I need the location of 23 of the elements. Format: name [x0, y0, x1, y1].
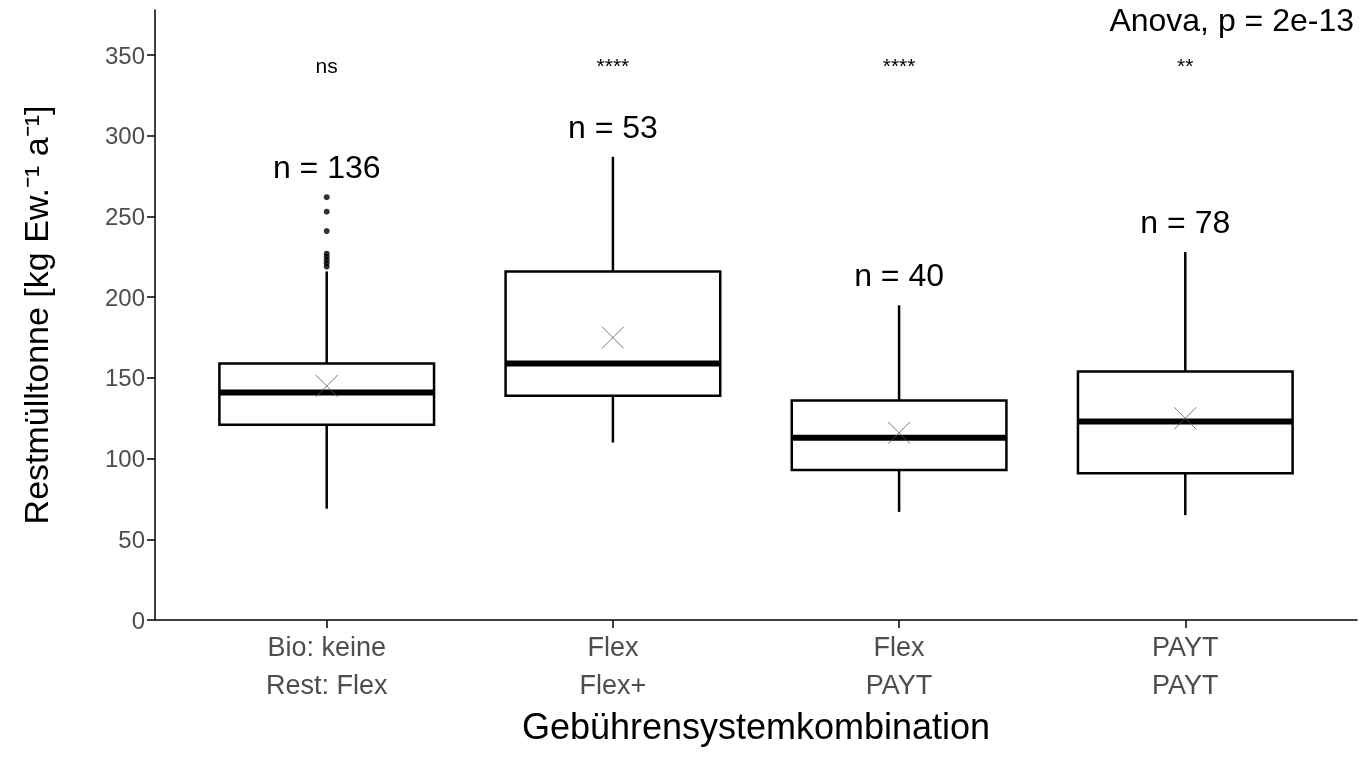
annotation: n = 136: [272, 149, 381, 186]
annotation: **: [1177, 53, 1194, 77]
y-tick-label: 300: [104, 122, 145, 150]
y-tick-label: 150: [104, 364, 145, 392]
annotation: ns: [315, 53, 338, 77]
x-tick-label: Flex PAYT: [865, 632, 933, 700]
annotation: n = 53: [567, 108, 658, 145]
annotation: Anova, p = 2e-13: [1109, 2, 1354, 38]
annotation: ****: [596, 53, 630, 77]
y-tick-label: 350: [104, 41, 145, 69]
x-axis-title: Gebührensystemkombination: [521, 706, 991, 748]
x-tick-label: Flex Flex+: [579, 632, 647, 700]
x-tick-label: Bio: keine Rest: Flex: [265, 632, 388, 700]
y-tick-label: 200: [104, 283, 145, 311]
y-axis-title: Restmülltonne [kg Ew.⁻¹ a⁻¹]: [17, 105, 55, 525]
annotation: ****: [882, 53, 916, 77]
annotation: n = 78: [1140, 204, 1231, 241]
x-tick-label: PAYT PAYT: [1152, 632, 1219, 700]
annotation: n = 40: [854, 257, 945, 294]
y-tick-label: 50: [118, 525, 145, 553]
y-tick-label: 100: [104, 445, 145, 473]
y-tick-label: 0: [131, 606, 145, 634]
y-tick-label: 250: [104, 203, 145, 231]
